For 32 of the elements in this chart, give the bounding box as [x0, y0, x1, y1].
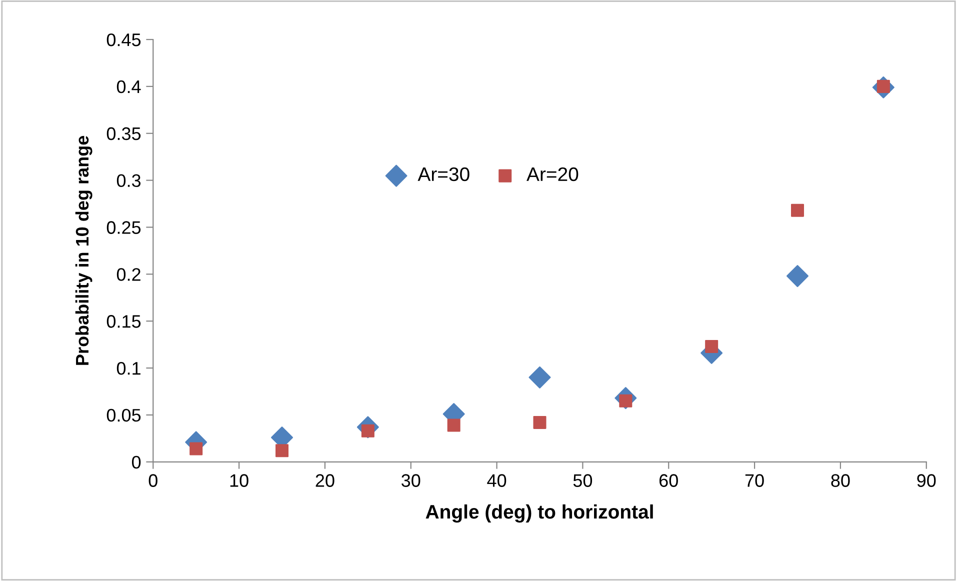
point [528, 366, 551, 388]
x-tick-label: 10 [230, 474, 248, 487]
y-tick-label: 0.1 [116, 362, 140, 375]
y-tick-label: 0.2 [116, 268, 140, 281]
x-tick-label: 90 [917, 474, 936, 487]
point [533, 416, 546, 429]
legend-label: Ar=20 [526, 167, 578, 182]
y-tick-label: 0.25 [106, 221, 141, 234]
point [447, 418, 460, 432]
y-tick-label: 0.45 [106, 33, 141, 46]
x-tick-label: 60 [660, 474, 678, 487]
point [705, 340, 718, 353]
legend-label: Ar=30 [418, 167, 470, 182]
point [275, 444, 288, 458]
y-tick-label: 0.15 [106, 315, 141, 328]
y-tick-label: 0 [132, 456, 141, 469]
x-tick-label: 70 [745, 474, 764, 487]
point [786, 265, 808, 288]
x-tick-label: 30 [402, 474, 420, 487]
y-tick-label: 0.05 [106, 408, 141, 422]
y-tick-label: 0.35 [106, 127, 141, 140]
y-tick-label: 0.3 [116, 174, 141, 188]
x-tick-label: 40 [487, 474, 506, 487]
x-tick-label: 20 [316, 474, 334, 487]
point [190, 442, 203, 456]
x-tick-label: 80 [831, 474, 850, 487]
y-tick-label: 0.4 [116, 80, 141, 94]
x-tick-label: 50 [573, 474, 592, 487]
x-axis-title: Angle (deg) to horizontal [426, 504, 653, 523]
x-tick-label: 0 [148, 474, 158, 487]
point [790, 204, 804, 217]
y-axis-title: Probability in 10 deg range [75, 136, 92, 365]
